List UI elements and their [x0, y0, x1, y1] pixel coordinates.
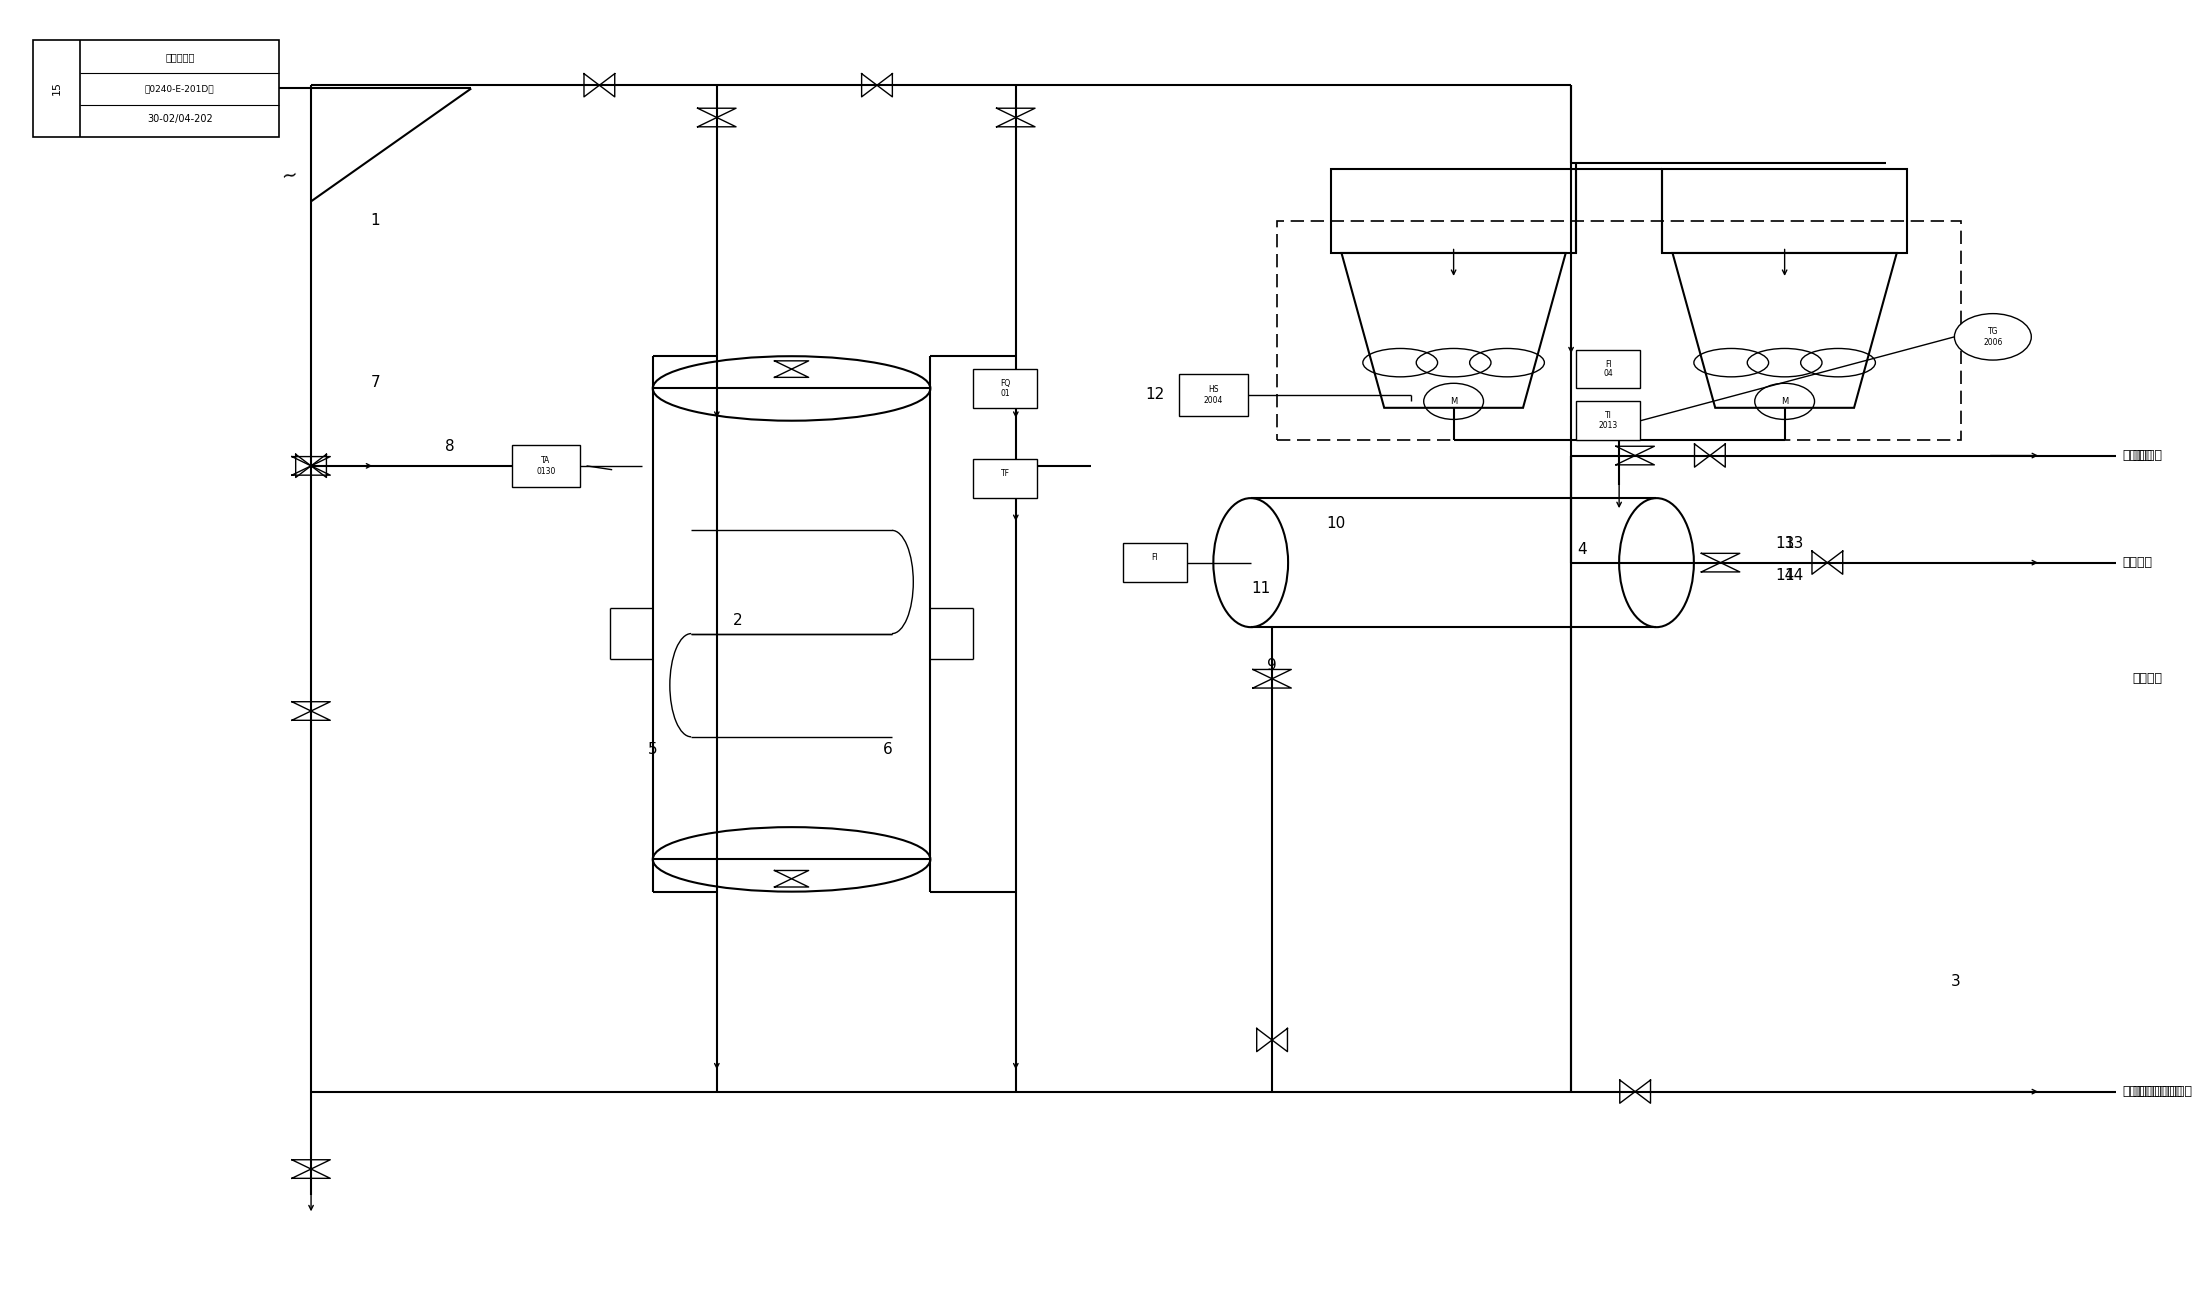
Text: FI: FI	[1605, 359, 1611, 369]
Text: 精制馏分油: 精制馏分油	[165, 53, 195, 62]
Text: 3: 3	[1951, 975, 1960, 989]
Text: 自0240-E-201D来: 自0240-E-201D来	[145, 84, 215, 93]
Bar	[972, 369, 1038, 407]
Bar	[33, 40, 279, 137]
Text: 14: 14	[1776, 568, 1793, 583]
Text: 循环回水: 循环回水	[2134, 672, 2162, 685]
Text: TF: TF	[1001, 469, 1010, 478]
Text: TG: TG	[1989, 327, 1997, 336]
Text: 循环上水: 循环上水	[2134, 449, 2162, 462]
Text: HS: HS	[1207, 385, 1218, 394]
Text: 下一工艺流程计量: 下一工艺流程计量	[2134, 1085, 2193, 1098]
Text: 8: 8	[446, 440, 454, 454]
Text: FI: FI	[1152, 553, 1159, 562]
Text: 13: 13	[1785, 535, 1804, 551]
Circle shape	[1954, 314, 2030, 359]
Text: FQ: FQ	[1001, 379, 1010, 388]
Text: 15: 15	[53, 81, 61, 96]
Text: M: M	[1780, 397, 1789, 406]
Text: 04: 04	[1605, 370, 1613, 379]
Bar	[1662, 169, 1907, 253]
Bar	[652, 388, 931, 860]
Bar	[1576, 401, 1640, 440]
Text: 1: 1	[371, 213, 380, 229]
Text: 2006: 2006	[1982, 339, 2002, 347]
Text: 0130: 0130	[536, 467, 555, 476]
Bar	[1277, 221, 1960, 440]
Text: TA: TA	[542, 456, 551, 465]
Text: ~: ~	[281, 164, 299, 186]
Bar	[1179, 374, 1247, 415]
Bar	[1122, 543, 1187, 582]
Bar	[1330, 169, 1576, 253]
Text: 2004: 2004	[1203, 396, 1223, 405]
Text: 2: 2	[733, 613, 742, 628]
Text: 30-02/04-202: 30-02/04-202	[147, 115, 213, 124]
Text: 7: 7	[371, 375, 380, 389]
Text: 循环回水: 循环回水	[2123, 556, 2151, 569]
Text: 12: 12	[1146, 388, 1163, 402]
Text: 5: 5	[648, 742, 658, 758]
Bar	[972, 459, 1038, 498]
Bar	[511, 445, 579, 486]
Text: 9: 9	[1267, 658, 1277, 674]
Text: 2013: 2013	[1598, 422, 1618, 431]
Bar	[1576, 349, 1640, 388]
Text: 10: 10	[1326, 516, 1346, 531]
Text: TI: TI	[1605, 411, 1611, 420]
Text: 01: 01	[1001, 389, 1010, 398]
Text: 4: 4	[1576, 542, 1587, 557]
Text: 6: 6	[882, 742, 893, 758]
Text: 下一工艺流程计量: 下一工艺流程计量	[2123, 1085, 2182, 1098]
Text: 循环上水: 循环上水	[2123, 449, 2151, 462]
Text: 11: 11	[1251, 581, 1271, 596]
Text: 13: 13	[1776, 535, 1793, 551]
Text: M: M	[1451, 397, 1457, 406]
Text: 14: 14	[1785, 568, 1804, 583]
